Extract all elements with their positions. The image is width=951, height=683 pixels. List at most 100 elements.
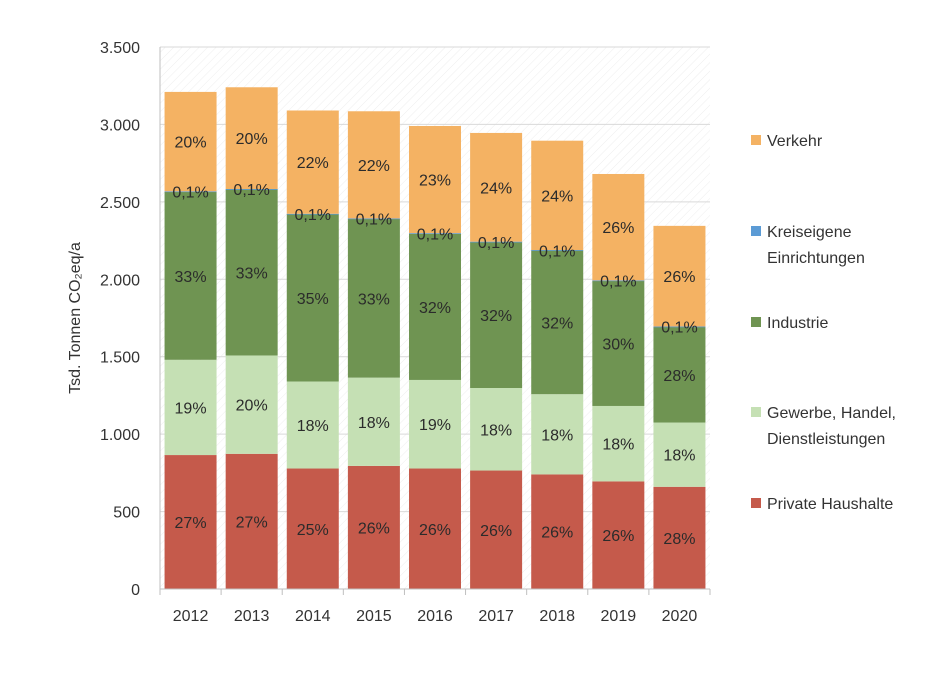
bar-segment (409, 468, 461, 589)
data-label: 18% (602, 437, 634, 454)
bar-segment (347, 377, 400, 466)
bar-segment (653, 422, 706, 487)
data-label: 26% (358, 520, 390, 537)
bar-segment (225, 355, 278, 454)
legend-label: Verkehr (767, 133, 823, 150)
y-tick-label: 3.500 (100, 40, 140, 57)
x-tick-label: 2014 (295, 608, 331, 625)
data-label: 28% (663, 531, 695, 548)
y-tick-label: 1.500 (100, 350, 140, 367)
data-label: 35% (297, 291, 329, 308)
data-label: 26% (419, 522, 451, 539)
bar-segment (653, 326, 706, 423)
bar-segment (347, 218, 400, 220)
data-label: 18% (541, 427, 573, 444)
y-axis-label: Tsd. Tonnen CO₂eq/a (67, 242, 84, 394)
data-label: 27% (175, 515, 207, 532)
y-tick-label: 0 (131, 582, 140, 599)
data-label: 26% (480, 523, 512, 540)
data-label: 18% (297, 418, 329, 435)
bar-segment (347, 218, 400, 378)
x-tick-label: 2013 (234, 608, 270, 625)
bar-segment (531, 140, 584, 251)
data-label: 18% (663, 448, 695, 465)
bar-segment (409, 233, 461, 380)
data-label: 18% (480, 422, 512, 439)
bar-segment (592, 405, 645, 482)
bar-segment (409, 379, 461, 469)
data-label: 26% (602, 220, 634, 237)
legend-label: Private Haushalte (767, 496, 893, 513)
bar-segment (470, 470, 523, 589)
data-label: 32% (541, 315, 573, 332)
bar-segment (653, 326, 706, 328)
data-label: 24% (480, 180, 512, 197)
legend-swatch (751, 135, 761, 145)
bar-segment (470, 242, 523, 388)
bar-segment (164, 191, 217, 360)
data-label: 0,1% (600, 274, 636, 291)
bar-segment (470, 387, 523, 471)
bar-segment (592, 280, 645, 282)
bar-segment (531, 394, 584, 475)
x-tick-label: 2015 (356, 608, 392, 625)
data-label: 19% (175, 400, 207, 417)
data-label: 33% (358, 291, 390, 308)
bar-segment (409, 125, 461, 234)
bar-segment (592, 173, 645, 281)
data-label: 24% (541, 188, 573, 205)
axes (159, 47, 711, 595)
x-tick-label: 2012 (173, 608, 209, 625)
legend-label: Dienstleistungen (767, 431, 885, 448)
bar-segment (531, 474, 584, 589)
bar-segment (653, 486, 706, 589)
legend-swatch (751, 317, 761, 327)
y-tick-label: 500 (113, 505, 140, 522)
bar-segment (347, 465, 400, 589)
y-tick-labels: 0 500 1.000 1.500 2.000 2.500 3.000 3.500 (100, 40, 140, 599)
y-tick-label: 2.000 (100, 272, 140, 289)
legend-swatch (751, 498, 761, 508)
legend-label: Gewerbe, Handel, (767, 405, 896, 422)
data-label: 28% (663, 368, 695, 385)
x-tick-labels: 2012 2013 2014 2015 2016 2017 2018 2019 2020 (173, 608, 698, 625)
legend-label: Industrie (767, 315, 828, 332)
bar-segment (225, 453, 278, 589)
data-label: 20% (236, 398, 268, 415)
bar-segment (470, 132, 523, 242)
data-label: 0,1% (478, 235, 514, 252)
bar-segment (164, 91, 217, 192)
y-tick-label: 3.000 (100, 117, 140, 134)
bar-segment (286, 213, 339, 215)
bar-segment (531, 250, 584, 251)
data-label: 32% (480, 308, 512, 325)
data-label: 18% (358, 415, 390, 432)
data-label: 0,1% (356, 212, 392, 229)
data-label: 20% (175, 135, 207, 152)
legend-label: Kreiseigene (767, 224, 852, 241)
bars (164, 87, 706, 589)
bar-segment (286, 381, 339, 469)
bar-segment (225, 189, 278, 356)
bar-segment (286, 468, 339, 589)
bar-segment (531, 250, 584, 395)
data-label: 0,1% (233, 182, 269, 199)
data-label: 22% (297, 155, 329, 172)
data-label: 27% (236, 514, 268, 531)
bar-segment (470, 241, 523, 243)
bar-segment (653, 225, 706, 327)
data-label: 0,1% (417, 226, 453, 243)
bar-segment (164, 191, 217, 193)
data-label: 26% (541, 525, 573, 542)
data-label: 0,1% (661, 320, 697, 337)
data-label: 26% (602, 528, 634, 545)
x-tick-label: 2020 (662, 608, 698, 625)
bar-segment (225, 87, 278, 190)
legend-label: Einrichtungen (767, 250, 865, 267)
data-label: 0,1% (295, 207, 331, 224)
data-label: 0,1% (172, 185, 208, 202)
bar-segment (164, 359, 217, 456)
bar-segment (592, 280, 645, 406)
data-label: 22% (358, 158, 390, 175)
